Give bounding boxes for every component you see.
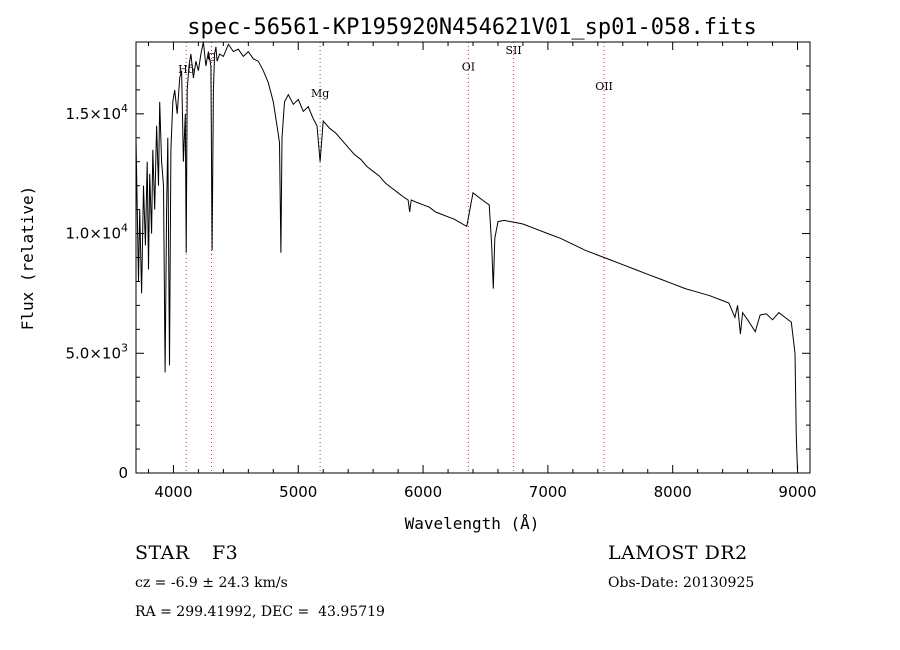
object-class: STAR xyxy=(135,542,190,564)
y-tick-label: 5.0×103 xyxy=(65,341,128,362)
line-markers: Hδ G Mg OI SII OII xyxy=(178,42,613,473)
redshift-cz: cz = -6.9 ± 24.3 km/s xyxy=(135,575,288,591)
object-subclass: F3 xyxy=(212,542,239,564)
y-tick-label: 0 xyxy=(118,464,128,482)
line-marker-label: G xyxy=(207,51,216,64)
x-axis-label: Wavelength (Å) xyxy=(405,514,540,533)
chart-title: spec-56561-KP195920N454621V01_sp01-058.f… xyxy=(187,15,757,40)
line-marker-label: OI xyxy=(462,61,475,74)
y-tick-label: 1.5×104 xyxy=(65,102,128,123)
line-marker-label: OII xyxy=(595,80,613,93)
line-marker-label: SII xyxy=(505,44,521,57)
survey-name: LAMOST DR2 xyxy=(608,542,748,564)
x-axis: 4000 5000 6000 7000 8000 9000 xyxy=(147,42,817,501)
x-tick-label: 6000 xyxy=(404,483,442,501)
spectrum-line xyxy=(135,41,798,471)
y-tick-label: 1.0×104 xyxy=(65,222,128,243)
line-marker-label: Hδ xyxy=(178,63,195,76)
x-tick-label: 8000 xyxy=(654,483,692,501)
x-tick-label: 5000 xyxy=(279,483,317,501)
line-marker-label: Mg xyxy=(311,87,329,100)
plot-frame xyxy=(135,41,811,474)
x-tick-label: 4000 xyxy=(154,483,192,501)
x-tick-label: 7000 xyxy=(529,483,567,501)
y-axis: 0 5.0×103 1.0×104 1.5×104 xyxy=(65,41,810,482)
coordinates: RA = 299.41992, DEC = 43.95719 xyxy=(135,604,385,620)
observation-date: Obs-Date: 20130925 xyxy=(608,575,755,591)
y-axis-label: Flux (relative) xyxy=(18,186,37,331)
x-tick-label: 9000 xyxy=(778,483,816,501)
